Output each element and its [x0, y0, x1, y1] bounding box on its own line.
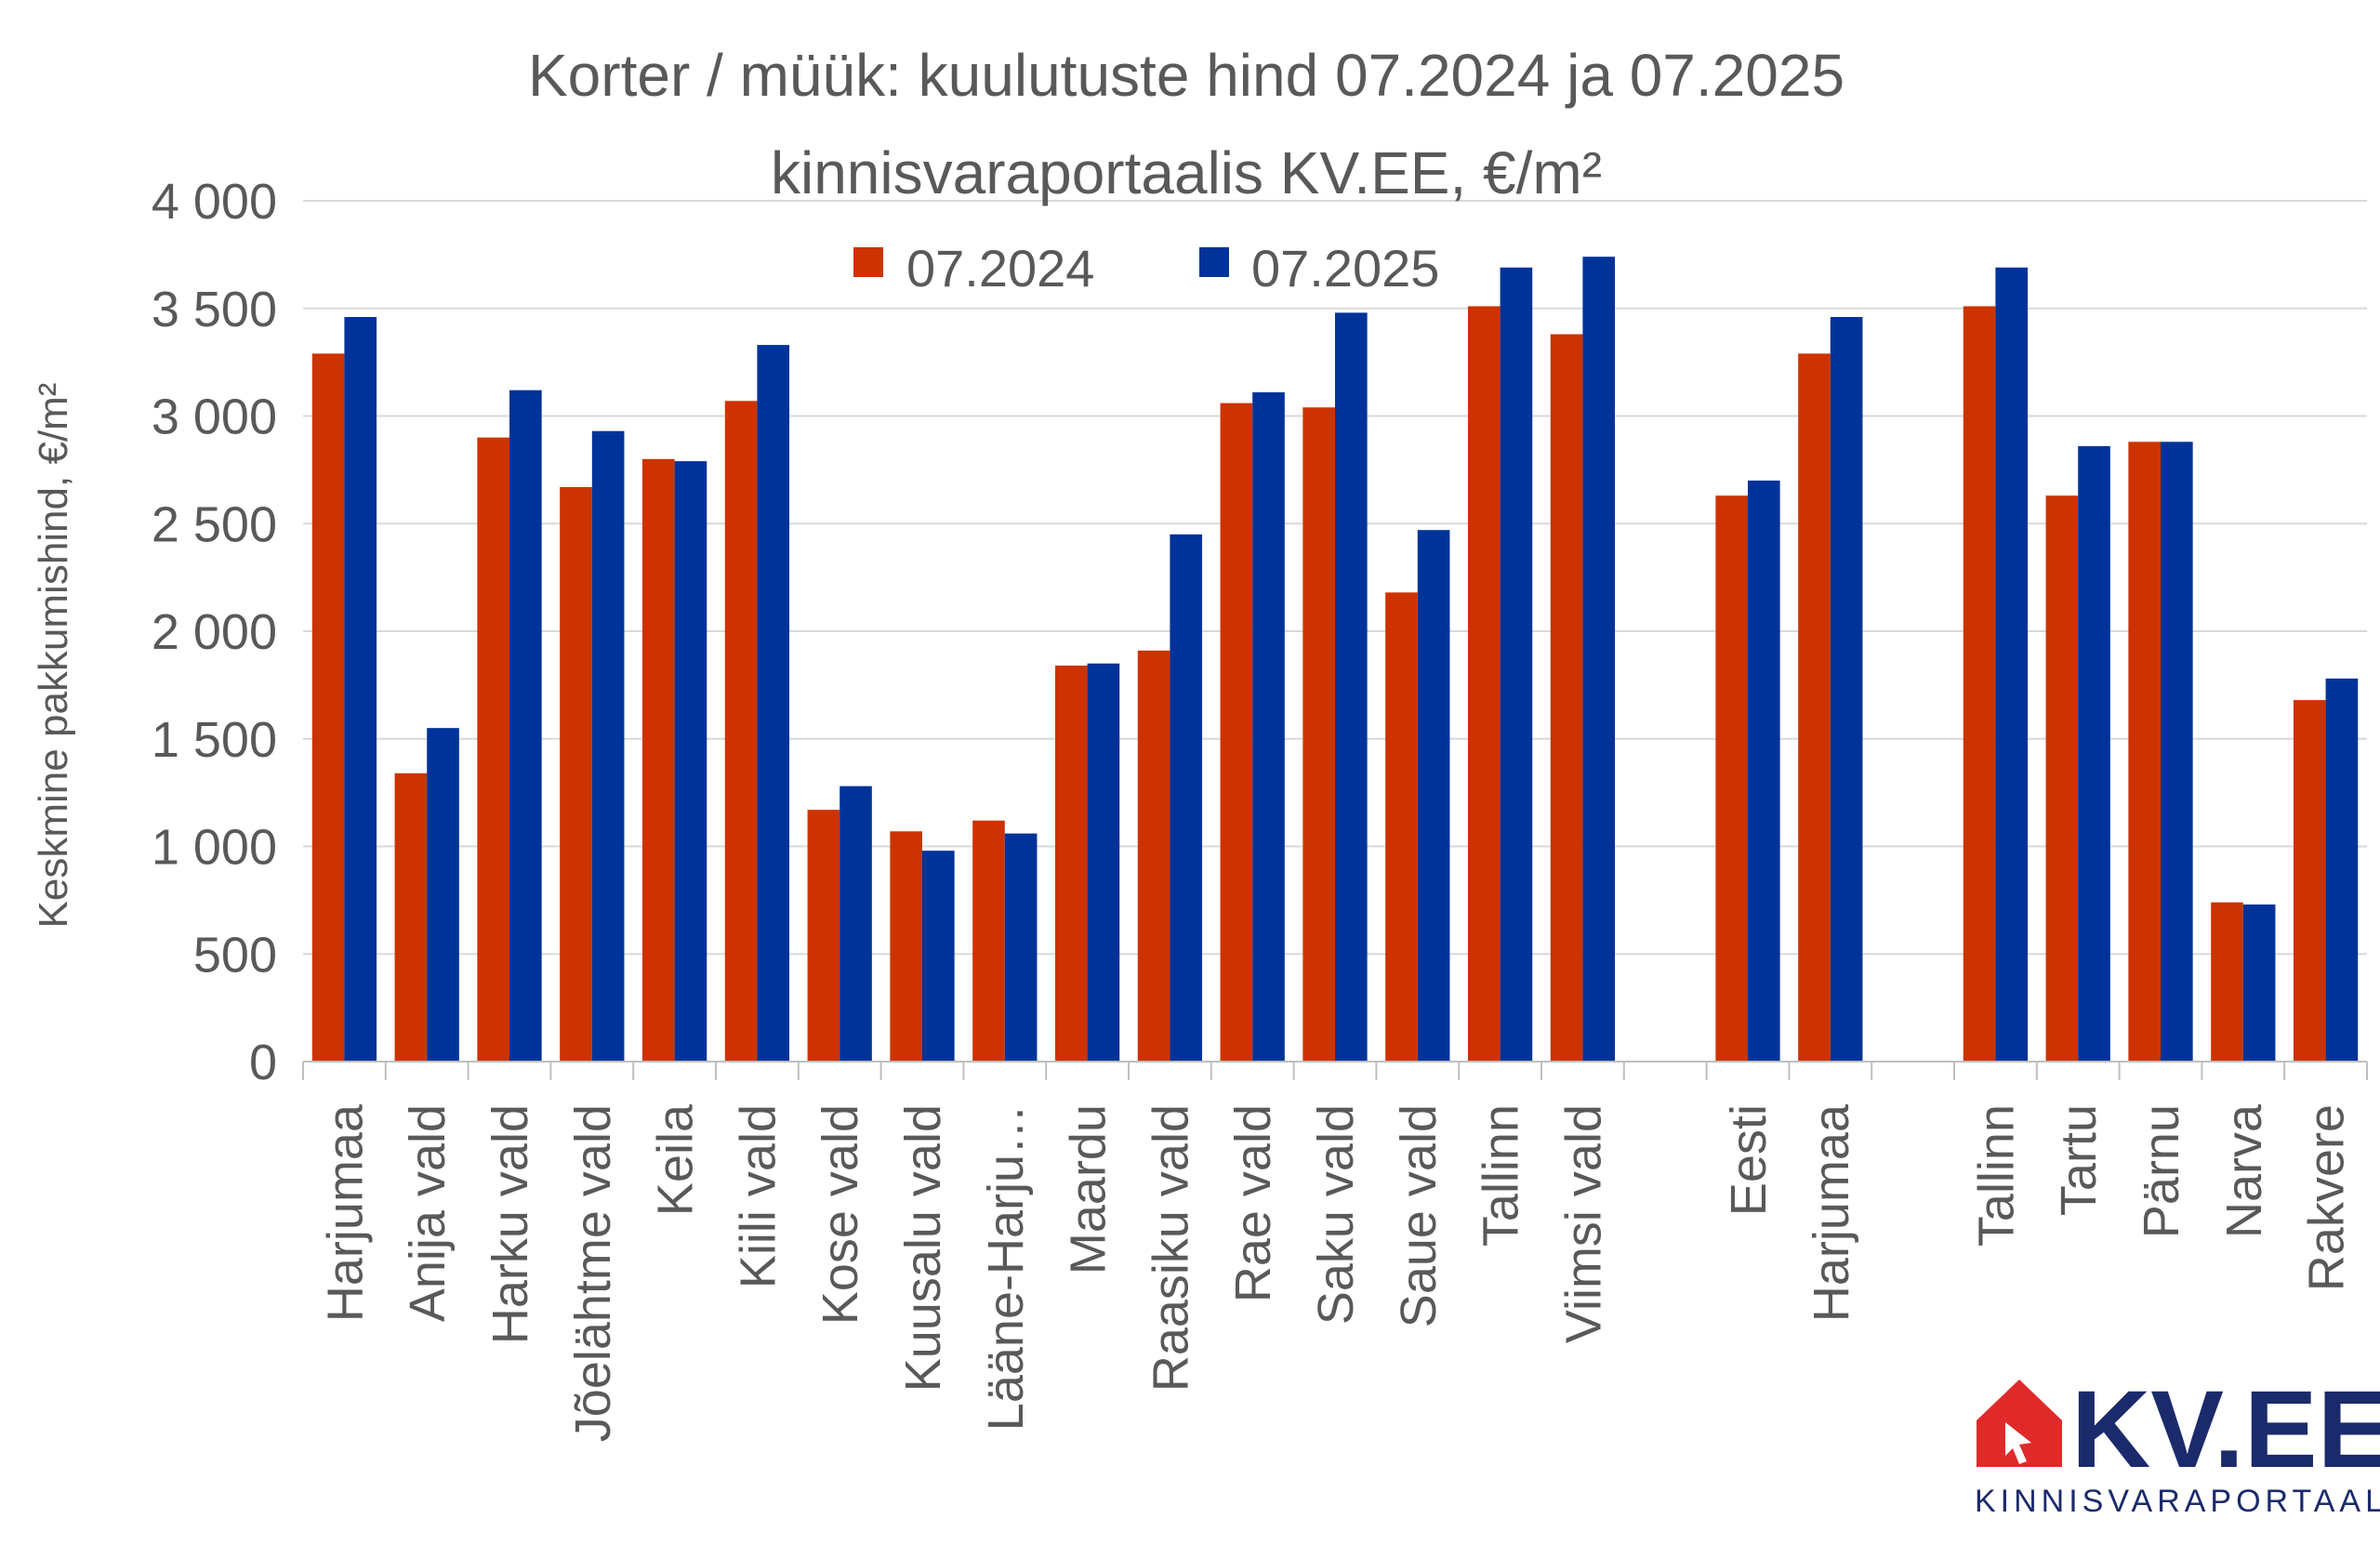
x-tick-label: Saue vald	[1391, 1104, 1447, 1327]
bar-07.2024	[972, 820, 1005, 1062]
legend-swatch-2025	[1199, 247, 1229, 277]
bar-07.2025	[591, 430, 625, 1063]
bar-07.2025	[757, 345, 790, 1063]
bar-07.2025	[1087, 663, 1120, 1062]
bar-07.2024	[2045, 495, 2079, 1062]
x-tick-label: Saku vald	[1308, 1104, 1364, 1325]
x-tick-label: Raasiku vald	[1143, 1104, 1198, 1392]
bar-07.2025	[1748, 480, 1780, 1062]
bar-07.2024	[1385, 592, 1418, 1062]
legend-swatch-2024	[853, 247, 883, 277]
y-tick-label: 3 000	[152, 390, 277, 445]
bar-07.2025	[509, 390, 542, 1063]
bar-07.2025	[1252, 392, 1285, 1062]
bar-07.2024	[394, 772, 428, 1062]
x-tick-label: Eesti	[1721, 1104, 1777, 1216]
bar-07.2025	[427, 728, 459, 1062]
bar-07.2024	[2293, 700, 2326, 1062]
cursor-arrow-icon	[2005, 1422, 2031, 1464]
bar-07.2025	[1500, 267, 1533, 1062]
bar-07.2025	[2325, 678, 2359, 1062]
bar-07.2024	[890, 831, 922, 1062]
y-tick-label: 4 000	[152, 174, 277, 230]
bar-07.2025	[840, 786, 872, 1062]
bar-07.2024	[807, 810, 840, 1062]
y-tick-label: 2 000	[152, 604, 277, 660]
bar-07.2024	[1715, 495, 1748, 1062]
bar-07.2024	[1137, 650, 1170, 1062]
x-tick-label: Rakvere	[2299, 1104, 2355, 1291]
bar-07.2024	[1798, 353, 1831, 1062]
bar-07.2024	[1963, 306, 1996, 1062]
legend: 07.2024 07.2025	[853, 239, 1439, 297]
y-tick-label: 500	[193, 927, 277, 983]
x-tick-label: Harjumaa	[317, 1103, 373, 1322]
x-tick-label: Jõelähtme vald	[565, 1104, 621, 1442]
house-arrow-icon	[1977, 1380, 2062, 1467]
x-tick-label: Keila	[648, 1103, 704, 1216]
x-tick-label: Tartu	[2051, 1104, 2107, 1216]
y-tick-label: 3 500	[152, 282, 277, 337]
bar-07.2024	[1467, 306, 1501, 1062]
bar-07.2024	[2211, 902, 2243, 1062]
x-tick-label: Harku vald	[483, 1104, 538, 1344]
x-tick-label: Harjumaa	[1804, 1103, 1859, 1322]
bar-07.2025	[2161, 442, 2193, 1062]
x-tick-label: Tallinn	[1474, 1104, 1529, 1247]
bar-07.2025	[1830, 317, 1863, 1062]
bar-07.2025	[1004, 833, 1038, 1062]
bar-07.2024	[641, 458, 675, 1062]
bar-07.2025	[1335, 312, 1368, 1062]
bar-07.2025	[1995, 267, 2029, 1062]
bar-07.2025	[1170, 534, 1203, 1062]
y-tick-label: 0	[249, 1035, 277, 1090]
y-tick-label: 1 500	[152, 712, 277, 768]
bar-07.2024	[560, 486, 592, 1062]
bar-07.2024	[1054, 666, 1088, 1062]
x-tick-label: Maardu	[1061, 1104, 1117, 1274]
axes	[302, 1061, 2368, 1080]
x-tick-label: Viimsi vald	[1555, 1104, 1611, 1343]
x-tick-label: Narva	[2216, 1103, 2272, 1238]
bar-07.2025	[1582, 257, 1616, 1062]
labels: 0 500 1 000 1 500 2 000 2 500 3 000 3 500 4 000 H…	[152, 174, 2355, 1442]
x-tick-label: Tallinn	[1968, 1104, 2024, 1247]
x-tick-label: Anija vald	[400, 1104, 456, 1322]
bar-07.2024	[1220, 403, 1253, 1062]
x-tick-label: Kuusalu vald	[895, 1104, 951, 1392]
y-axis-label: Keskmine pakkumishind, €/m²	[31, 383, 76, 929]
logo-subtext: KINNISVARAPORTAAL	[1975, 1484, 2380, 1519]
chart-title-line1: Korter / müük: kuulutuste hind 07.2024 j…	[528, 42, 1844, 109]
bars	[311, 257, 2359, 1063]
bar-07.2025	[344, 317, 377, 1062]
y-tick-label: 1 000	[152, 820, 277, 876]
x-tick-label: Pärnu	[2134, 1104, 2189, 1238]
legend-label-2025: 07.2025	[1251, 239, 1439, 297]
x-tick-label: Kiili vald	[730, 1104, 786, 1288]
bar-07.2024	[1302, 407, 1335, 1062]
chart-title-line2: kinnisvaraportaalis KV.EE, €/m²	[771, 139, 1602, 206]
bar-07.2024	[724, 401, 758, 1062]
bar-07.2024	[311, 353, 345, 1062]
logo-text: KV.EE	[2071, 1368, 2380, 1491]
bar-07.2025	[2078, 445, 2110, 1062]
kv-ee-logo: KV.EE KINNISVARAPORTAAL	[1975, 1368, 2380, 1519]
y-tick-label: 2 500	[152, 496, 277, 552]
bar-07.2024	[477, 437, 509, 1062]
bar-07.2024	[2128, 442, 2161, 1062]
legend-label-2024: 07.2024	[906, 239, 1094, 297]
x-tick-label: Rae vald	[1225, 1104, 1281, 1302]
bar-07.2024	[1550, 334, 1583, 1062]
bar-07.2025	[922, 851, 955, 1062]
x-tick-label: Kose vald	[813, 1104, 868, 1325]
bar-07.2025	[2242, 904, 2276, 1062]
x-tick-label: Lääne-Harju…	[978, 1104, 1034, 1431]
bar-07.2025	[1417, 530, 1450, 1062]
bar-07.2025	[674, 461, 707, 1062]
